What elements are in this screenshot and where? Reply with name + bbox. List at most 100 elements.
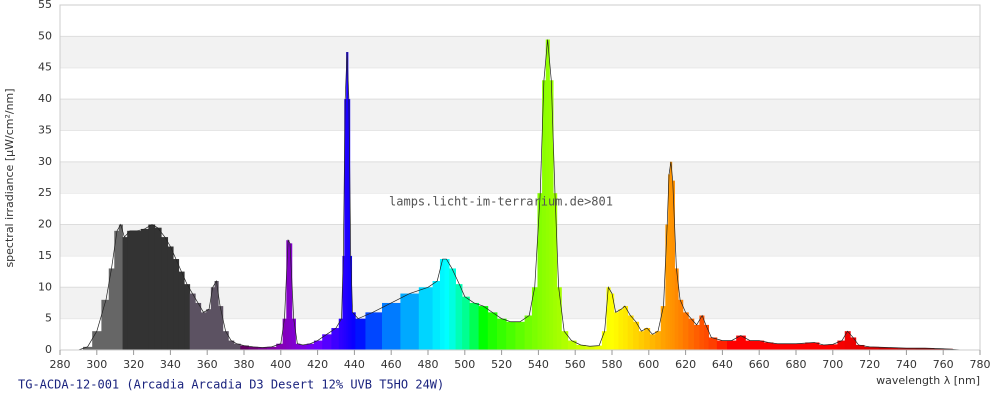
spectrum-bar — [349, 255, 353, 350]
spectrum-bar — [300, 344, 307, 350]
spectrum-bar — [682, 312, 689, 350]
x-tick-label: 520 — [491, 358, 512, 371]
spectrum-bar — [83, 346, 93, 350]
spectrum-bar — [228, 340, 235, 350]
x-tick-label: 340 — [160, 358, 181, 371]
spectrum-bar — [161, 237, 169, 350]
spectrum-bar — [837, 340, 846, 350]
x-tick-label: 740 — [896, 358, 917, 371]
spectrum-bar — [610, 293, 615, 350]
spectrum-bar — [206, 309, 212, 350]
plot-frame — [59, 4, 981, 351]
spectrum-bar — [306, 343, 315, 350]
spectrum-bar — [601, 331, 607, 350]
spectrum-bar — [805, 342, 820, 350]
spectrum-bar — [627, 315, 634, 350]
spectrum-bar — [469, 302, 479, 350]
x-tick-label: 760 — [933, 358, 954, 371]
spectrum-bar — [432, 281, 441, 350]
x-tick-label: 400 — [270, 358, 291, 371]
y-tick-label: 35 — [38, 123, 52, 136]
spectrum-bar — [449, 268, 456, 350]
spectrum-bar — [189, 293, 196, 350]
spectrum-bar — [561, 331, 569, 350]
spectrum-bar — [331, 328, 340, 350]
spectrum-bar — [295, 343, 301, 350]
x-tick-label: 380 — [234, 358, 255, 371]
spectrum-bar — [623, 306, 629, 350]
spectrum-bar — [754, 340, 765, 350]
spectrum-bar — [101, 299, 110, 350]
spectrum-bar — [638, 331, 645, 350]
spectrum-bar — [549, 80, 554, 350]
spectrum-bar — [878, 347, 898, 350]
spectrum-bar — [763, 342, 774, 350]
x-tick-label: 440 — [344, 358, 365, 371]
spectrum-bar — [257, 347, 268, 350]
y-tick-label: 55 — [38, 0, 52, 11]
spectrum-bar — [545, 39, 550, 350]
y-axis-label: spectral irradiance [µW/cm²/nm] — [3, 88, 16, 267]
spectrum-bar — [92, 331, 102, 350]
spectrum-bar — [553, 193, 558, 350]
spectrum-bar — [786, 343, 806, 350]
spectrum-bar — [633, 321, 640, 350]
spectrum-bar — [515, 321, 525, 350]
spectrum-bar — [915, 348, 935, 350]
spectrum-bar — [210, 287, 215, 350]
spectrum-bar — [382, 302, 401, 350]
spectrum-bar — [313, 340, 323, 350]
spectrum-bar — [773, 343, 788, 350]
spectrum-bar — [248, 346, 259, 350]
spectrum-bar — [688, 318, 695, 350]
spectrum-bar — [439, 259, 445, 350]
x-tick-label: 640 — [712, 358, 733, 371]
spectrum-bar — [850, 337, 857, 350]
spectrum-bar — [289, 243, 293, 350]
y-tick-label: 5 — [45, 312, 52, 325]
spectrum-bar — [855, 344, 865, 350]
spectrum-bar — [195, 302, 202, 350]
spectrum-bar — [678, 299, 684, 350]
spectrum-bar — [934, 348, 953, 350]
spectrum-bar — [576, 344, 586, 350]
x-tick-label: 720 — [859, 358, 880, 371]
spectrum-bar — [346, 52, 349, 350]
y-tick-label: 30 — [38, 155, 52, 168]
spectrum-bar — [745, 340, 755, 350]
spectrum-bar — [537, 193, 543, 350]
x-tick-label: 480 — [418, 358, 439, 371]
spectrum-bar — [708, 337, 718, 350]
spectrum-bar — [133, 230, 142, 350]
spectrum-bar — [444, 259, 450, 350]
x-tick-label: 780 — [970, 358, 991, 371]
spectrum-bar — [674, 268, 679, 350]
y-tick-label: 15 — [38, 249, 52, 262]
spectrum-bar — [214, 281, 219, 350]
spectrum-bar — [506, 321, 516, 350]
x-tick-label: 460 — [381, 358, 402, 371]
spectrum-bar — [154, 227, 162, 350]
x-tick-label: 320 — [123, 358, 144, 371]
spectrum-bar — [844, 331, 851, 350]
spectrum-bar — [556, 287, 562, 350]
watermark: lamps.licht-im-terrarium.de>801 — [389, 195, 613, 209]
spectrum-bar — [487, 312, 498, 350]
grid-band — [60, 99, 980, 131]
spectrum-bar — [699, 315, 705, 350]
y-tick-label: 25 — [38, 186, 52, 199]
spectrum-bar — [322, 334, 332, 350]
spectrum-bar — [618, 309, 624, 350]
y-tick-label: 45 — [38, 61, 52, 74]
spectrum-outline — [78, 39, 962, 351]
spectrum-bar — [606, 287, 611, 350]
x-tick-label: 560 — [565, 358, 586, 371]
spectrum-bar — [222, 331, 229, 350]
spectrum-bar — [342, 255, 345, 350]
spectrum-bar — [108, 268, 115, 350]
spectrum-bar — [727, 340, 737, 350]
spectrum-bar — [173, 259, 180, 350]
grid-band — [60, 224, 980, 256]
x-tick-label: 700 — [822, 358, 843, 371]
